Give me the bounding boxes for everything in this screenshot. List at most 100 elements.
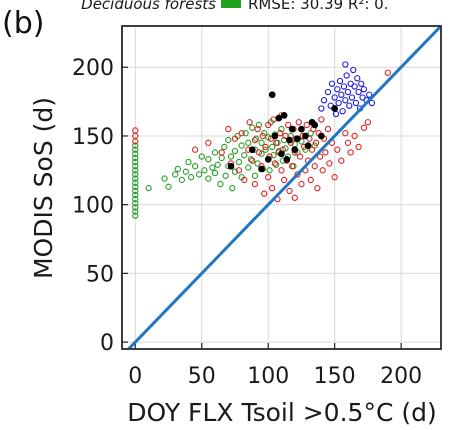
data-point-series-1 — [338, 157, 345, 164]
data-point-series-3 — [280, 111, 288, 119]
data-point-series-1 — [265, 174, 272, 181]
data-point-series-0 — [211, 169, 219, 177]
data-point-series-1 — [311, 163, 318, 170]
data-point-series-1 — [291, 194, 298, 201]
data-point-series-3 — [302, 132, 309, 140]
data-point-series-1 — [246, 119, 253, 126]
data-point-series-2 — [336, 77, 344, 85]
data-point-series-2 — [350, 66, 357, 74]
data-point-series-0 — [132, 163, 139, 170]
data-point-series-0 — [241, 152, 248, 159]
data-point-series-0 — [231, 147, 239, 155]
y-axis-title: MODIS SoS (d) — [29, 97, 58, 279]
data-point-series-0 — [132, 208, 139, 215]
data-point-series-0 — [201, 167, 208, 174]
data-point-series-0 — [269, 143, 276, 151]
data-point-series-1 — [262, 143, 269, 151]
data-point-series-0 — [187, 174, 195, 181]
data-point-series-3 — [258, 165, 265, 173]
data-point-series-2 — [339, 108, 346, 115]
data-point-series-2 — [346, 102, 353, 109]
x-axis-title: DOY FLX Tsoil >0.5°C (d) — [127, 398, 436, 427]
data-point-series-0 — [195, 171, 203, 178]
data-point-series-0 — [245, 139, 252, 146]
data-point-series-1 — [281, 176, 288, 184]
y-tick-label: 150 — [72, 125, 114, 150]
data-point-series-1 — [334, 146, 341, 153]
y-tick-label: 50 — [86, 262, 114, 287]
data-point-series-3 — [275, 114, 283, 122]
data-point-series-1 — [235, 167, 243, 174]
x-tick-label: 0 — [128, 364, 142, 389]
data-point-series-2 — [328, 80, 336, 87]
data-point-series-0 — [132, 146, 139, 153]
data-point-series-1 — [303, 121, 310, 129]
data-point-series-0 — [174, 165, 181, 173]
data-point-series-1 — [271, 160, 279, 167]
data-point-series-1 — [295, 119, 302, 126]
data-point-series-0 — [132, 196, 139, 203]
data-point-series-1 — [312, 139, 320, 146]
data-point-series-2 — [366, 91, 373, 98]
data-point-series-3 — [318, 132, 325, 140]
data-point-series-1 — [251, 180, 259, 188]
data-point-series-0 — [178, 176, 185, 184]
data-point-series-0 — [132, 167, 139, 174]
data-point-series-0 — [145, 185, 152, 192]
data-point-series-1 — [284, 121, 292, 129]
data-point-series-2 — [335, 99, 342, 107]
y-axis-ticks: 0 50 100 150 200 — [72, 56, 128, 356]
panel-label: (b) — [2, 6, 44, 41]
y-tick-label: 0 — [100, 331, 114, 356]
data-point-series-1 — [347, 149, 354, 156]
data-point-series-2 — [368, 99, 376, 107]
data-point-series-3 — [294, 135, 301, 143]
data-point-series-1 — [342, 130, 349, 137]
data-point-series-1 — [269, 185, 276, 192]
data-point-series-1 — [326, 160, 333, 167]
data-point-series-1 — [277, 130, 284, 137]
data-point-series-3 — [286, 136, 293, 144]
data-point-series-2 — [334, 86, 341, 93]
data-point-series-1 — [259, 132, 267, 140]
data-point-series-1 — [241, 176, 248, 184]
data-point-series-1 — [351, 132, 358, 140]
data-point-series-0 — [132, 158, 139, 166]
data-point-series-0 — [253, 135, 260, 142]
data-point-series-0 — [221, 143, 228, 151]
data-point-series-2 — [320, 97, 328, 104]
data-point-series-0 — [217, 180, 224, 188]
data-point-series-1 — [314, 185, 321, 192]
x-tick-label: 50 — [188, 364, 216, 389]
data-point-series-3 — [264, 155, 272, 163]
data-point-series-2 — [340, 83, 348, 90]
legend-series-label: Deciduous forests — [81, 0, 216, 13]
data-point-series-3 — [248, 146, 256, 154]
data-point-series-1 — [255, 149, 263, 156]
x-tick-label: 200 — [380, 364, 422, 389]
data-point-series-1 — [296, 153, 304, 160]
data-point-series-0 — [132, 204, 139, 211]
data-point-series-2 — [351, 83, 358, 90]
data-point-series-1 — [344, 139, 352, 146]
data-point-series-0 — [273, 161, 280, 168]
data-point-series-1 — [218, 149, 225, 156]
data-point-series-2 — [344, 88, 352, 96]
legend-swatch — [221, 0, 241, 8]
data-point-series-1 — [322, 149, 329, 156]
data-point-series-1 — [308, 146, 316, 153]
data-point-series-1 — [251, 136, 259, 144]
data-point-series-1 — [261, 190, 268, 197]
data-point-series-2 — [343, 72, 350, 79]
data-point-series-0 — [222, 172, 229, 179]
data-point-series-0 — [270, 152, 277, 159]
data-point-series-0 — [132, 171, 139, 178]
data-point-series-3 — [288, 125, 296, 133]
x-tick-label: 100 — [247, 364, 289, 389]
data-point-series-0 — [266, 167, 273, 174]
data-point-series-1 — [282, 132, 289, 140]
data-point-series-2 — [331, 94, 338, 101]
data-point-series-0 — [235, 158, 243, 166]
legend-stats: RMSE: 30.39 R²: 0. — [248, 0, 388, 13]
data-point-series-1 — [364, 119, 372, 126]
